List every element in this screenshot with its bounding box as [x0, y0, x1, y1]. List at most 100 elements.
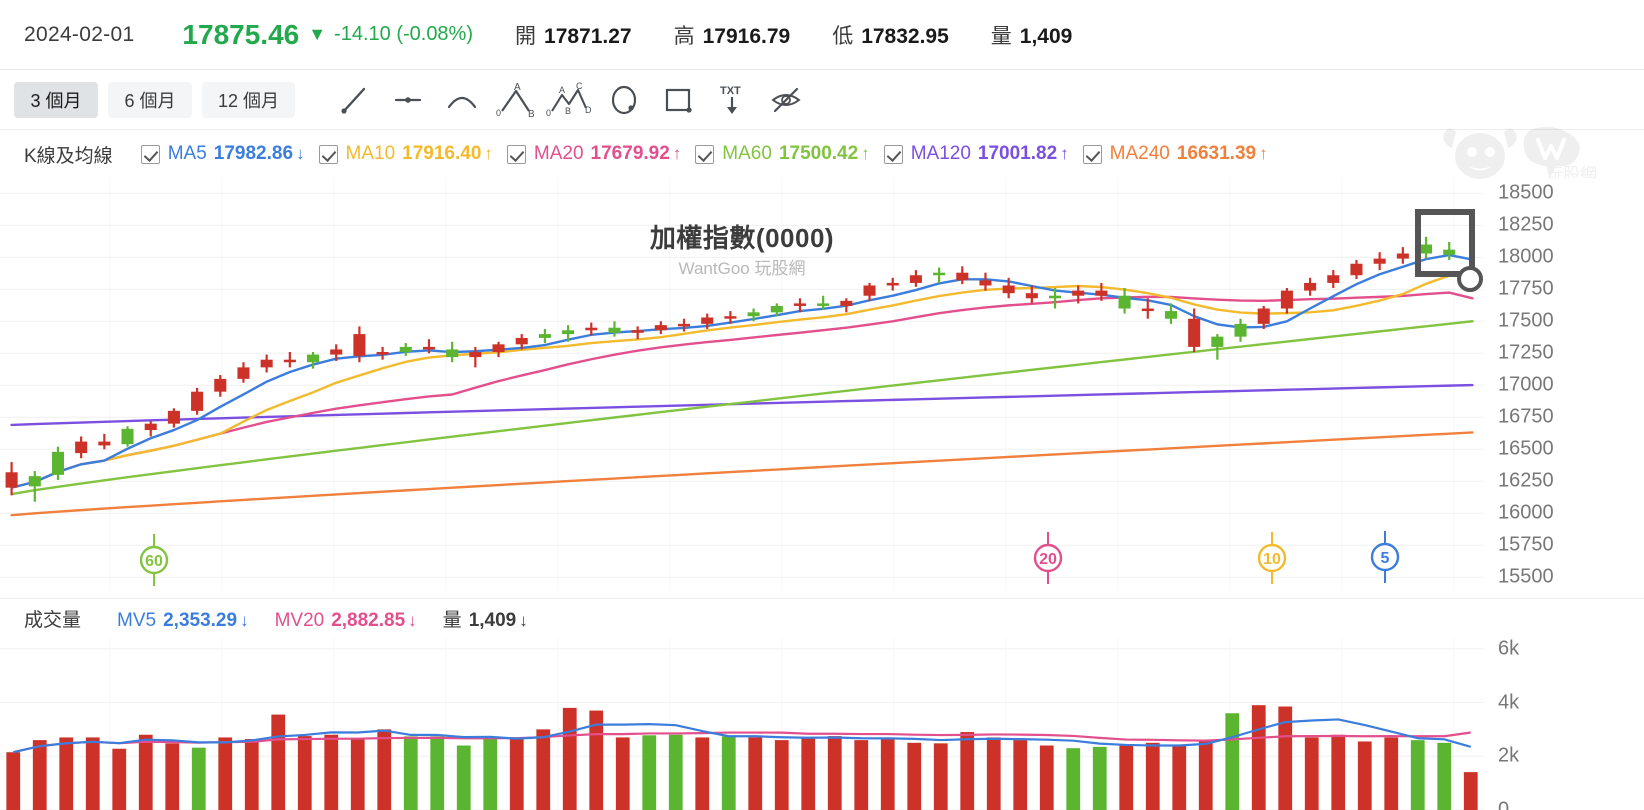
ma-legend-item-ma120[interactable]: MA120 17001.82 ↑: [883, 143, 1069, 165]
quote-low: 低 17832.95: [832, 20, 949, 50]
period-button-1[interactable]: 6 個月: [108, 81, 192, 118]
ma-legend-item-ma5[interactable]: MA5 17982.86 ↓: [140, 143, 305, 165]
svg-text:TXT: TXT: [720, 85, 741, 97]
ma-marker-10: 10: [1263, 551, 1281, 568]
quote-date: 2024-02-01: [24, 22, 135, 46]
quote-high: 高 17916.79: [674, 20, 791, 50]
ma-legend-item-ma60[interactable]: MA60 17500.42 ↑: [695, 143, 870, 165]
price-axis-label-16500: 16500: [1498, 437, 1554, 460]
price-axis-label-18250: 18250: [1498, 213, 1554, 236]
ma-marker-60: 60: [145, 553, 163, 570]
period-button-group: 3 個月 6 個月 12 個月: [14, 81, 305, 118]
volume-legend: 成交量 MV5 2,353.29 ↓ MV20 2,882.85 ↓ 量 1,409 ↓: [0, 598, 1644, 638]
volume-legend-item-1: MV20 2,882.85 ↓: [275, 610, 417, 632]
ma-legend-title: K線及均線: [24, 145, 113, 167]
ma-value-ma240: 16631.39: [1176, 143, 1257, 164]
ma-direction-icon-ma120: ↑: [1060, 144, 1069, 163]
ma-marker-20: 20: [1039, 551, 1057, 568]
quote-direction-icon: ▼: [308, 24, 327, 44]
price-axis-label-17250: 17250: [1498, 341, 1554, 364]
svg-text:B: B: [528, 109, 535, 119]
price-axis-label-15500: 15500: [1498, 565, 1554, 588]
hide-drawings-tool[interactable]: [759, 77, 813, 123]
price-axis-label-17750: 17750: [1498, 277, 1554, 300]
price-chart-pane[interactable]: 60 20 10 5: [0, 178, 1484, 590]
period-button-2[interactable]: 12 個月: [202, 81, 296, 118]
chart-subtitle: WantGoo 玩股網: [678, 259, 806, 278]
ma-legend-items: MA5 17982.86 ↓ MA10 17916.40 ↑ MA20 17679.92 ↑ MA…: [140, 143, 1282, 165]
rectangle-tool[interactable]: [651, 77, 705, 123]
text-tool[interactable]: TXT: [705, 77, 759, 123]
quote-high-value: 17916.79: [702, 24, 791, 48]
ma-value-ma5: 17982.86: [213, 143, 294, 164]
volume-chart-pane[interactable]: [0, 638, 1484, 810]
chart-title: 加權指數(0000): [649, 223, 835, 253]
quote-change: -14.10 (-0.08%): [334, 23, 474, 45]
svg-text:A: A: [559, 85, 565, 95]
price-axis-label-16000: 16000: [1498, 501, 1554, 524]
ellipse-tool[interactable]: [597, 77, 651, 123]
quote-volume-value: 1,409: [1019, 24, 1073, 48]
quote-open-value: 17871.27: [544, 24, 632, 48]
price-axis-label-15750: 15750: [1498, 533, 1554, 556]
ma-label-ma120: MA120: [910, 143, 971, 164]
ma-direction-icon-ma5: ↓: [296, 144, 305, 163]
ma-checkbox-ma60[interactable]: [695, 144, 715, 164]
ma-legend-item-ma240[interactable]: MA240 16631.39 ↑: [1082, 143, 1268, 165]
ma-direction-icon-ma10: ↑: [484, 144, 493, 163]
drawing-handle[interactable]: [1457, 266, 1483, 292]
ma-checkbox-ma10[interactable]: [318, 144, 338, 164]
price-axis-label-18000: 18000: [1498, 245, 1554, 268]
svg-text:0: 0: [496, 108, 501, 118]
ma-legend-item-ma20[interactable]: MA20 17679.92 ↑: [506, 143, 682, 165]
ma-value-ma120: 17001.82: [977, 143, 1058, 164]
ma-value-ma20: 17679.92: [590, 143, 670, 164]
volume-value-2: 1,409: [468, 610, 517, 631]
abcd-wave-tool[interactable]: 0 A B C D: [543, 77, 597, 123]
volume-legend-item-2: 量 1,409 ↓: [443, 605, 528, 632]
volume-legend-items: MV5 2,353.29 ↓ MV20 2,882.85 ↓ 量 1,409 ↓: [117, 605, 554, 632]
ma-legend: K線及均線 MA5 17982.86 ↓ MA10 17916.40 ↑ MA20 17679…: [0, 130, 1644, 178]
ma-checkbox-ma240[interactable]: [1082, 144, 1102, 164]
quote-volume-label: 量: [990, 24, 1012, 48]
ma-label-ma5: MA5: [167, 143, 207, 164]
ma-direction-icon-ma20: ↑: [672, 144, 682, 163]
volume-legend-item-0: MV5 2,353.29 ↓: [117, 610, 249, 632]
volume-direction-icon-0: ↓: [240, 611, 249, 630]
ma-direction-icon-ma240: ↑: [1259, 144, 1268, 163]
arc-tool[interactable]: [435, 77, 489, 123]
quote-open-label: 開: [515, 24, 537, 48]
ma-checkbox-ma120[interactable]: [883, 144, 903, 164]
volume-legend-title: 成交量: [24, 610, 82, 631]
ma-checkbox-ma5[interactable]: [140, 144, 160, 164]
price-axis-label-16750: 16750: [1498, 405, 1554, 428]
ma-label-ma20: MA20: [533, 143, 584, 164]
volume-label-1: MV20: [274, 610, 325, 631]
quote-last-price: 17875.46: [182, 18, 300, 50]
ma-checkbox-ma20[interactable]: [506, 144, 526, 164]
price-axis-label-18500: 18500: [1498, 181, 1554, 204]
period-button-0[interactable]: 3 個月: [14, 81, 98, 118]
ab-wave-tool[interactable]: 0 A B: [489, 77, 543, 123]
volume-direction-icon-1: ↓: [408, 611, 417, 630]
volume-value-1: 2,882.85: [331, 610, 406, 631]
ma-label-ma10: MA10: [345, 143, 396, 164]
volume-label-0: MV5: [117, 610, 157, 631]
chart-toolbar: 3 個月 6 個月 12 個月 0 A B 0 A B C D TXT: [0, 70, 1644, 130]
ma-legend-item-ma10[interactable]: MA10 17916.40 ↑: [318, 143, 493, 165]
volume-axis-label-1: 4k: [1498, 691, 1520, 713]
ma-label-ma60: MA60: [722, 143, 772, 164]
drawing-rectangle[interactable]: [1415, 209, 1475, 277]
ma-marker-5: 5: [1381, 550, 1390, 567]
horizontal-line-tool[interactable]: [381, 77, 435, 123]
volume-axis-label-3: 0: [1498, 798, 1510, 810]
trend-line-tool[interactable]: [327, 77, 381, 123]
quote-low-label: 低: [832, 24, 854, 48]
quote-volume: 量 1,409: [991, 20, 1073, 50]
svg-text:B: B: [565, 106, 571, 116]
quote-open: 開 17871.27: [515, 20, 632, 50]
quote-low-value: 17832.95: [861, 24, 949, 48]
price-axis-label-17500: 17500: [1498, 309, 1554, 332]
quote-bar: 2024-02-01 17875.46 ▼ -14.10 (-0.08%) 開 …: [0, 0, 1644, 70]
